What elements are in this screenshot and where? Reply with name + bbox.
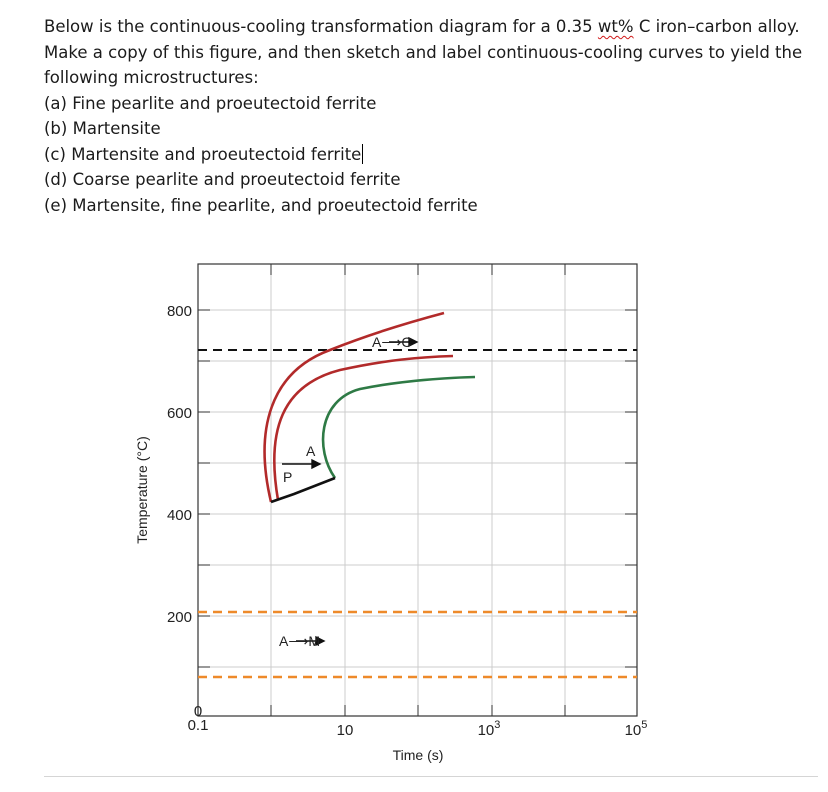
item-d: (d) Coarse pearlite and proeutectoid fer… [44, 170, 401, 189]
y-tick-200: 200 [167, 609, 192, 626]
x-tick-10: 10 [337, 722, 354, 739]
label-austenite: A [306, 443, 316, 459]
arrow-pearlite [282, 458, 322, 470]
pearlite-finish-curve [272, 354, 454, 501]
y-tick-800: 800 [167, 303, 192, 320]
x-axis-label: Time (s) [393, 747, 444, 763]
y-axis-label: Temperature (°C) [134, 436, 150, 544]
arrow-austenite-to-cementite [389, 336, 419, 348]
item-b: (b) Martensite [44, 119, 161, 138]
label-austenite-to-martensite: A⟶M [279, 633, 320, 649]
item-e: (e) Martensite, fine pearlite, and proeu… [44, 195, 478, 215]
label-austenite-to-cementite: A⟶C [372, 334, 412, 350]
x-tick-10e5: 105 [625, 719, 648, 739]
item-c: (c) Martensite and proeutectoid ferrite [44, 143, 364, 164]
arrow-austenite-to-martensite [296, 635, 326, 647]
pearlite-start-curve [263, 311, 445, 503]
y-tick-0: 0 [194, 703, 202, 720]
spellcheck-word: wt% [597, 17, 634, 36]
ferrite-start-curve [321, 375, 476, 479]
y-tick-400: 400 [167, 507, 192, 524]
text-cursor [362, 143, 364, 164]
item-a: (a) Fine pearlite and proeutectoid ferri… [44, 93, 377, 113]
y-tick-600: 600 [167, 405, 192, 422]
question-intro: Below is the continuous-cooling transfor… [44, 17, 803, 87]
label-pearlite: P [283, 469, 292, 485]
page-divider [44, 776, 818, 777]
x-tick-0.1: 0.1 [188, 717, 209, 734]
tick-marks [198, 264, 637, 716]
x-tick-10e3: 103 [478, 719, 501, 739]
question-text: Below is the continuous-cooling transfor… [44, 14, 814, 218]
bainite-boundary-curve [270, 476, 336, 504]
grid [198, 264, 637, 716]
